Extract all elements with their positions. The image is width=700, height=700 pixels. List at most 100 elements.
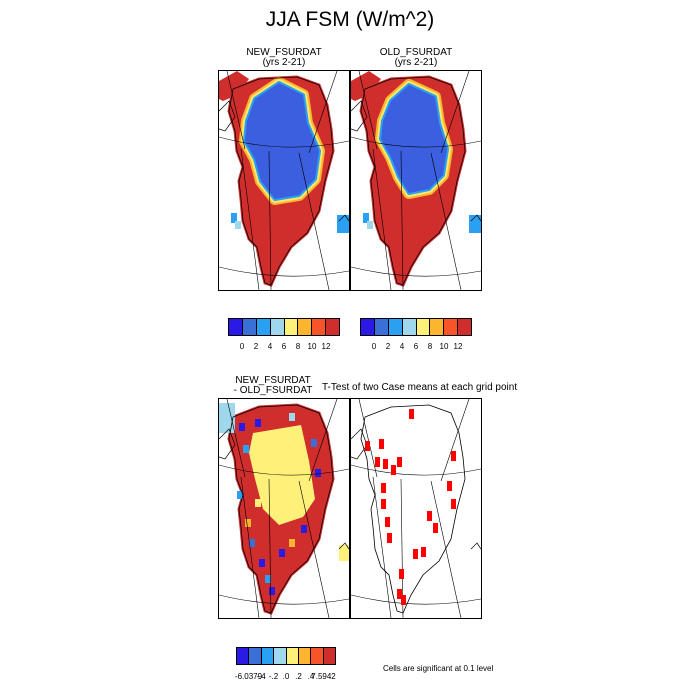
latitude-line — [351, 464, 481, 476]
ice-patch — [231, 213, 237, 223]
map-new-svg — [219, 71, 349, 290]
colorbar-swatch — [256, 319, 271, 335]
ice-patch — [235, 221, 241, 229]
colorbar-swatch — [274, 648, 287, 664]
significant-cell — [397, 457, 402, 467]
diff-cell — [255, 419, 261, 427]
significant-cell — [451, 499, 456, 509]
colorbar-tick-label: -.2 — [268, 672, 279, 681]
significant-cell — [413, 549, 418, 559]
meridian-line — [240, 148, 260, 290]
significant-cell — [447, 481, 452, 491]
colorbar-swatch — [326, 319, 339, 335]
map-new-fsurdat — [218, 70, 350, 291]
significant-cell — [409, 409, 414, 419]
colorbar-swatch — [312, 319, 327, 335]
coastline-ellesmere — [219, 100, 236, 132]
significant-cell — [401, 595, 406, 605]
ice-sheet — [381, 85, 447, 193]
coastline-ellesmere — [351, 428, 368, 460]
meridian-line — [400, 478, 404, 618]
meridian-line — [240, 476, 260, 618]
panel-new-title-text: NEW_FSURDAT — [246, 47, 322, 58]
latitude-line — [219, 464, 349, 476]
diff-cell — [279, 549, 285, 557]
colorbar-old — [360, 318, 472, 336]
colorbar-tick-label: 7.5942 — [311, 672, 336, 681]
significant-cell — [433, 523, 438, 533]
panel-old-title-text: OLD_FSURDAT — [379, 47, 453, 58]
significant-cell — [397, 589, 402, 599]
diff-cell — [289, 413, 295, 421]
diff-cell — [237, 491, 243, 499]
colorbar-tick-label: 0 — [239, 342, 245, 351]
coastline-iceland — [338, 214, 349, 222]
coastline-iceland — [470, 214, 481, 222]
panel-new-subtitle: (yrs 2-21) — [262, 57, 306, 68]
iceland-cells — [339, 545, 349, 561]
map-old-svg — [351, 71, 481, 290]
meridian-line — [430, 152, 462, 290]
colorbar-tick-label: -6.0379 — [234, 672, 263, 681]
colorbar-tick-label: 10 — [307, 342, 317, 351]
colorbar-swatch — [237, 648, 250, 664]
colorbar-new — [228, 318, 340, 336]
significant-cell — [385, 517, 390, 527]
meridian-line — [268, 150, 272, 290]
colorbar-tick-label: -.4 — [256, 672, 266, 681]
meridian-line — [430, 480, 462, 618]
panel-old-subtitle: (yrs 2-21) — [394, 57, 438, 68]
diff-cell — [301, 525, 307, 533]
panel-new-title: NEW_FSURDAT (yrs 2-21) — [218, 48, 350, 68]
diff-cell — [265, 575, 271, 583]
colorbar-swatch — [388, 319, 403, 335]
colorbar-swatch — [374, 319, 389, 335]
coastline-iceland — [470, 542, 481, 550]
colorbar-tick-label: 2 — [385, 342, 391, 351]
colorbar-diff — [236, 647, 336, 665]
meridian-line — [226, 399, 246, 478]
colorbar-swatch — [323, 648, 335, 664]
colorbar-tick-label: .2 — [295, 672, 302, 681]
colorbar-swatch — [249, 648, 262, 664]
significant-cell — [421, 547, 426, 557]
colorbar-swatch — [261, 648, 275, 664]
latitude-line — [219, 266, 349, 277]
ice-patch — [363, 213, 369, 223]
diff-cell — [255, 499, 261, 507]
panel-ttest-title: T-Test of two Case means at each grid po… — [322, 382, 518, 393]
coastline — [228, 404, 334, 614]
coastline — [228, 76, 334, 286]
latitude-line — [219, 594, 349, 605]
meridian-line — [308, 399, 338, 482]
diff-cell — [269, 587, 275, 595]
latitude-line — [351, 136, 481, 148]
significant-cell — [391, 465, 396, 475]
meridian-line — [372, 476, 392, 618]
colorbar-tick-label: 6 — [281, 342, 287, 351]
significant-cell — [387, 533, 392, 543]
significance-note: Cells are significant at 0.1 level — [383, 664, 494, 673]
colorbar-tick-label: 12 — [453, 342, 463, 351]
coastline-ellesmere — [219, 428, 236, 460]
diff-cell — [239, 423, 245, 431]
colorbar-tick-label: 10 — [439, 342, 449, 351]
diff-cell — [249, 539, 255, 547]
colorbar-old-labels: 0 2 4 6 8 10 12 — [360, 342, 472, 352]
colorbar-tick-label: 0 — [371, 342, 377, 351]
ellesmere-cells — [219, 403, 235, 433]
meridian-line — [308, 71, 338, 154]
colorbar-swatch — [444, 319, 459, 335]
figure-title: JJA FSM (W/m^2) — [265, 8, 435, 31]
meridian-line — [226, 71, 246, 150]
map-ttest-svg — [351, 399, 481, 618]
colorbar-swatch — [311, 648, 324, 664]
meridian-line — [400, 150, 404, 290]
meridian-line — [358, 71, 378, 150]
colorbar-swatch — [416, 319, 431, 335]
significant-cell — [399, 569, 404, 579]
colorbar-swatch — [270, 319, 285, 335]
map-diff-svg — [219, 399, 349, 618]
map-difference — [218, 398, 350, 619]
colorbar-tick-label: .4 — [307, 672, 315, 681]
